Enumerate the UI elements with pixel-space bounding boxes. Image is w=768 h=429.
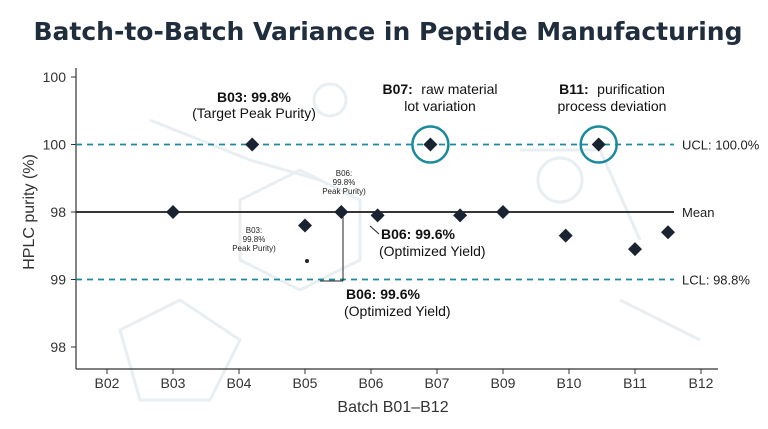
annotation-b11-line1: B11: purification [559, 81, 665, 98]
data-point [661, 225, 675, 240]
x-tick-label: B06 [359, 375, 384, 391]
data-point [496, 205, 510, 219]
data-point [245, 137, 260, 152]
data-point [591, 137, 606, 152]
x-tick-label: B02 [95, 375, 120, 391]
annotation-b03-small-2: 99.8% [243, 235, 266, 244]
y-axis-label: HPLC purity (%) [21, 154, 38, 270]
annotation-b06-small-2: 99.8% [333, 178, 356, 187]
annotation-b07-line1: B07: raw material [382, 81, 497, 98]
x-tick-label: B11 [623, 375, 647, 391]
x-tick-label: B03 [161, 375, 186, 391]
data-point [628, 242, 642, 257]
x-ticks: B02 B03 B04 B05 B06 B07 B09 B10 B11 B12 [95, 369, 714, 391]
annotation-b06-bottom-sub: (Optimized Yield) [344, 303, 451, 319]
lcl-label: LCL: 98.8% [682, 273, 750, 288]
data-point [453, 208, 468, 223]
data-point [334, 205, 349, 219]
x-tick-label: B04 [227, 375, 252, 391]
data-point [370, 208, 385, 223]
annotation-b06-small-3: Peak Purity) [322, 187, 366, 196]
data-point [166, 205, 180, 219]
annotation-b11-line2: process deviation [558, 98, 667, 114]
annotation-b03-title: B03: 99.8% [217, 89, 291, 105]
annotation-b06-small-1: B06: [336, 169, 352, 178]
annotation-b03-small-1: B03: [246, 226, 262, 235]
mean-label: Mean [682, 205, 715, 220]
data-points [166, 125, 675, 257]
x-tick-label: B05 [293, 375, 318, 391]
annotation-dot [305, 259, 309, 263]
annotation-b06-right-sub: (Optimized Yield) [379, 243, 486, 259]
y-tick-label: 100 [43, 137, 67, 153]
y-tick-label: 100 [43, 69, 67, 85]
highlight-ring [411, 125, 450, 164]
highlight-ring [579, 125, 618, 164]
annotation-leaders [320, 214, 380, 282]
annotation-b06-bottom-title: B06: 99.6% [346, 286, 420, 302]
annotation-b03-small-3: Peak Purity) [232, 244, 276, 253]
background-watermark [118, 82, 701, 402]
x-axis-label: Batch B01–B12 [337, 399, 448, 416]
annotation-b03-sub: (Target Peak Purity) [192, 105, 316, 121]
chart-title: Batch-to-Batch Variance in Peptide Manuf… [33, 17, 742, 46]
data-point [558, 228, 573, 243]
annotation-b06-right-title: B06: 99.6% [381, 226, 455, 242]
ucl-label: UCL: 100.0% [682, 138, 760, 153]
x-tick-label: B10 [557, 375, 582, 391]
y-tick-label: 98 [50, 339, 66, 355]
x-tick-label: B09 [491, 375, 516, 391]
data-point [423, 137, 438, 152]
y-tick-label: 98 [50, 204, 66, 220]
y-tick-label: 99 [50, 272, 66, 288]
x-tick-label: B07 [425, 375, 450, 391]
x-tick-label: B12 [689, 375, 714, 391]
annotation-b07-line2: lot variation [404, 98, 476, 114]
data-point [298, 218, 312, 233]
y-ticks: 100 100 98 99 98 [43, 69, 76, 355]
